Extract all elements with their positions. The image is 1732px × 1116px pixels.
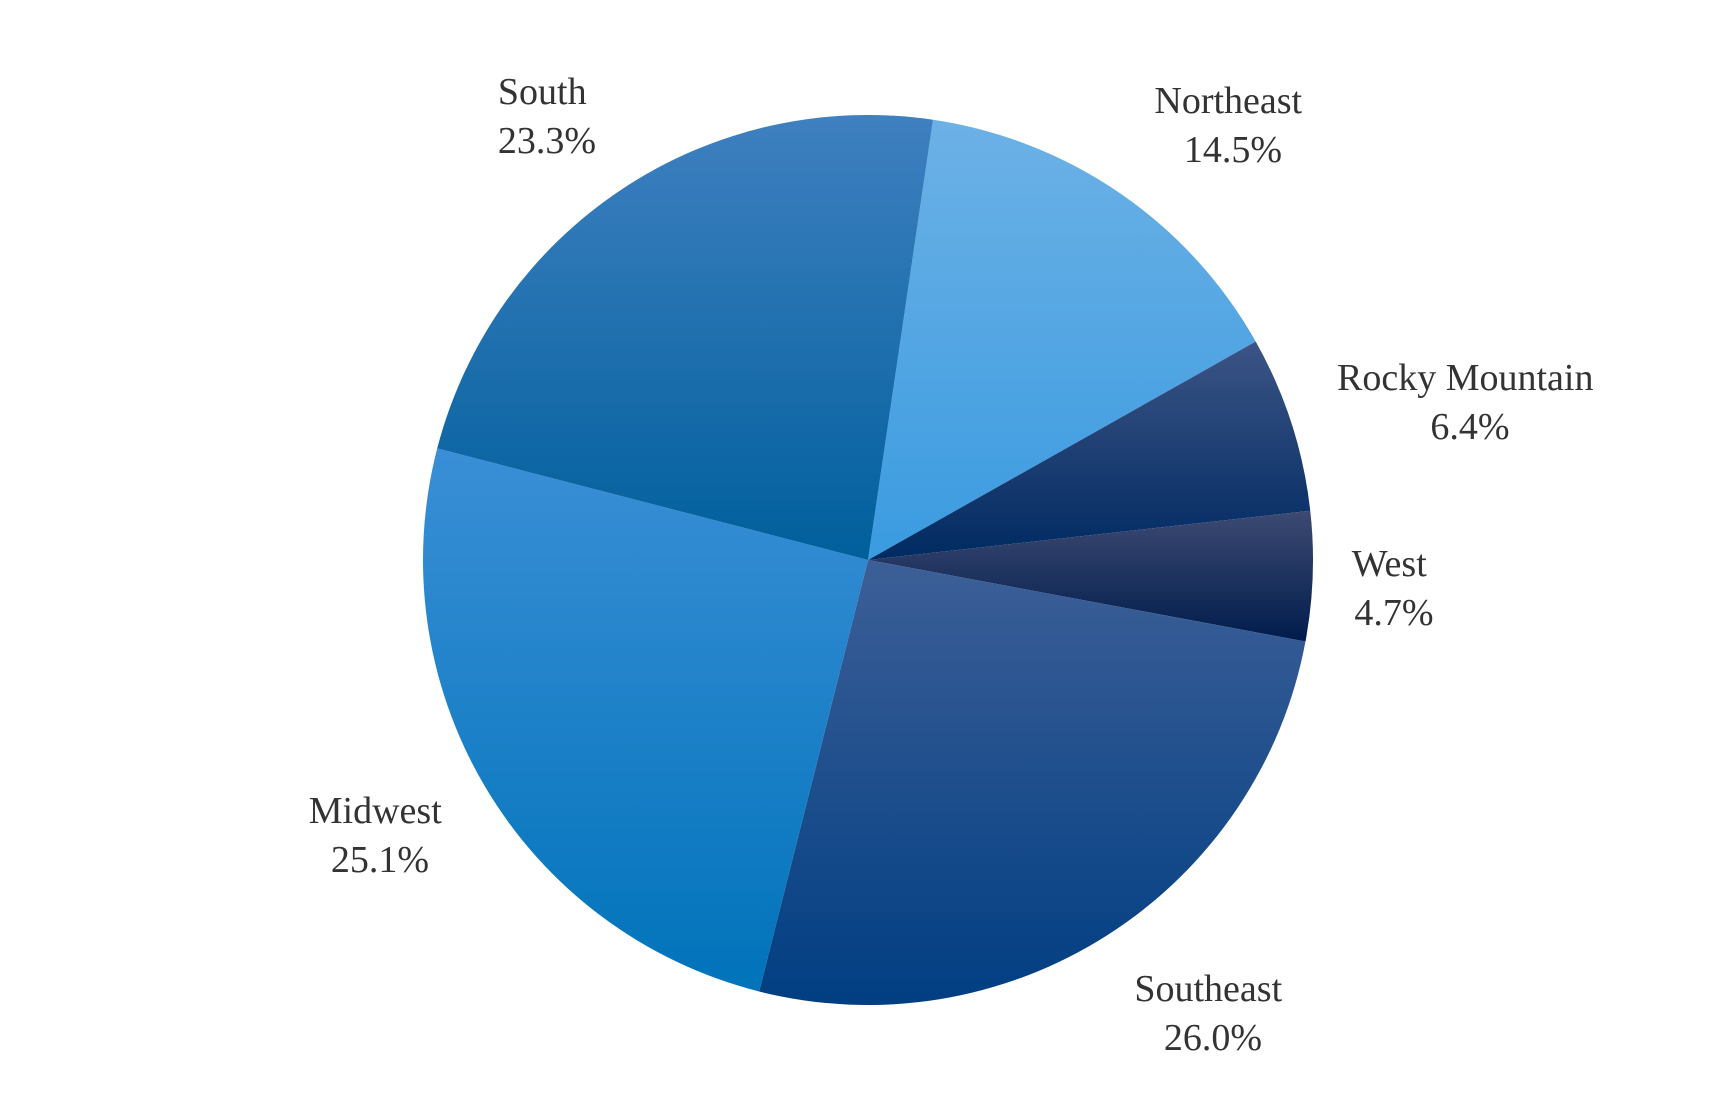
label-rocky-mountain-value: 6.4%: [1430, 406, 1509, 448]
label-rocky-mountain: Rocky Mountain 6.4%: [1337, 357, 1603, 448]
label-west-value: 4.7%: [1354, 592, 1433, 634]
slice-west: [868, 510, 1313, 642]
label-southeast-value: 26.0%: [1164, 1017, 1262, 1059]
label-rocky-mountain-name: Rocky Mountain: [1337, 357, 1593, 399]
label-south-value: 23.3%: [498, 120, 596, 162]
label-midwest-name: Midwest: [309, 790, 442, 832]
label-northeast: Northeast 14.5%: [1154, 80, 1311, 171]
slice-southeast: [759, 560, 1306, 1005]
slice-northeast: [868, 119, 1256, 561]
label-midwest-value: 25.1%: [331, 839, 429, 881]
slice-south: [437, 114, 934, 561]
label-west-name: West: [1352, 543, 1427, 585]
label-south-name: South: [498, 71, 587, 113]
label-northeast-name: Northeast: [1154, 80, 1302, 122]
label-northeast-value: 14.5%: [1184, 129, 1282, 171]
label-west: West 4.7%: [1352, 543, 1437, 634]
label-midwest: Midwest 25.1%: [309, 790, 452, 881]
slice-rocky-mountain: [868, 341, 1311, 560]
label-southeast: Southeast 26.0%: [1134, 968, 1291, 1059]
label-southeast-name: Southeast: [1134, 968, 1282, 1010]
slice-labels: Northeast 14.5% Rocky Mountain 6.4% West…: [309, 71, 1603, 1059]
pie-slices: [422, 114, 1313, 1005]
slice-midwest: [422, 448, 868, 992]
label-south: South 23.3%: [498, 71, 596, 162]
